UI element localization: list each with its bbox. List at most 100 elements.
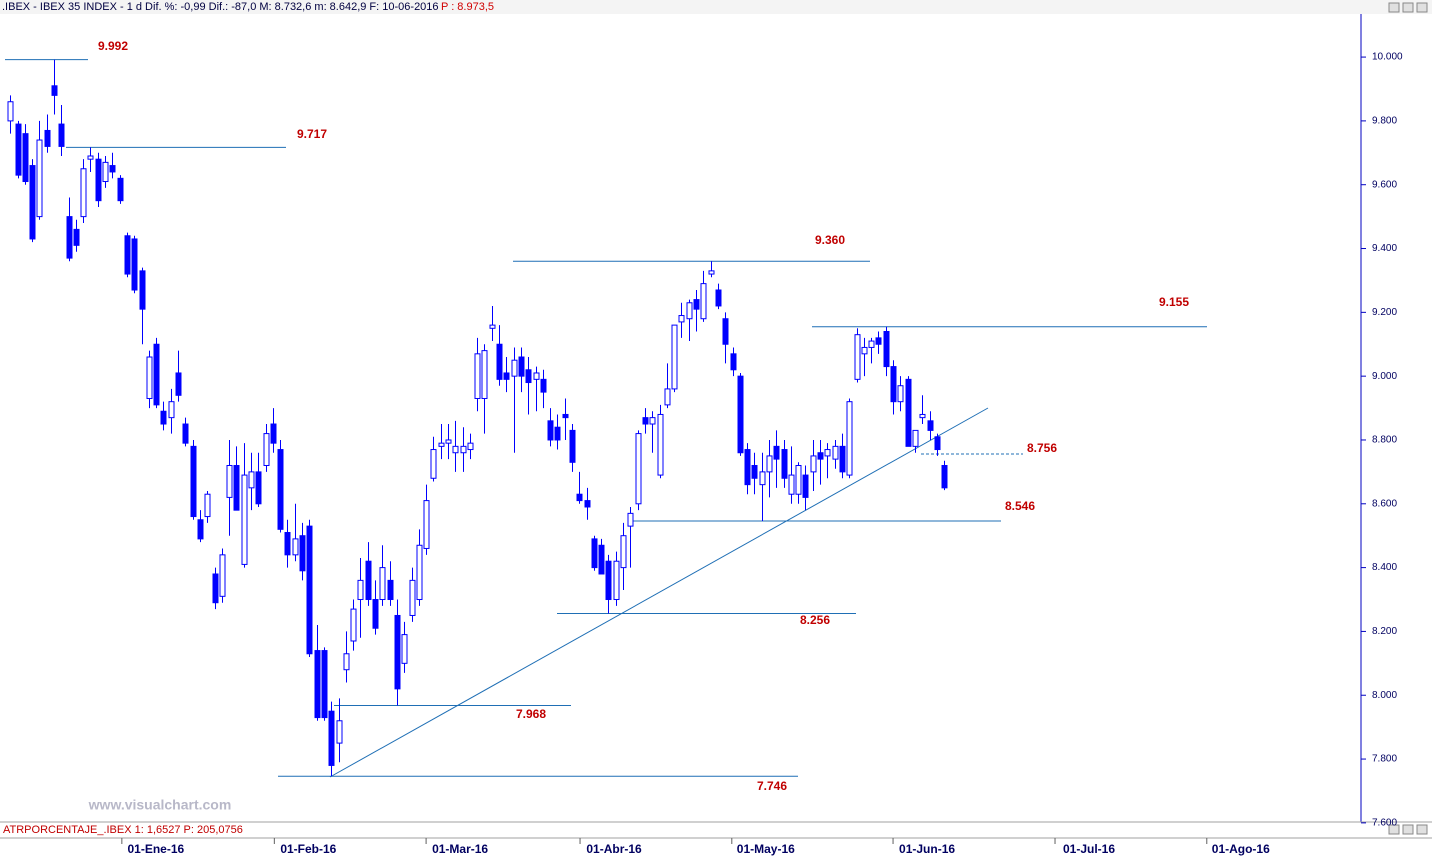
- header-price: P : 8.973,5: [441, 1, 494, 13]
- candle-body: [700, 283, 707, 320]
- candle-body: [649, 417, 656, 425]
- candle-body: [263, 433, 270, 467]
- candle-body: [875, 337, 882, 345]
- candle-body: [350, 608, 357, 642]
- candle-body: [678, 315, 685, 323]
- candle-body: [474, 353, 481, 399]
- candle-body: [182, 423, 189, 444]
- candle-body: [919, 413, 926, 419]
- candle-body: [737, 375, 744, 454]
- button-maximize[interactable]: [1402, 2, 1414, 13]
- x-tick-label: 01-Abr-16: [586, 842, 642, 856]
- candle-body: [496, 343, 503, 380]
- candle-body: [591, 538, 598, 569]
- candle-body: [409, 579, 416, 616]
- x-tick-label: 01-Jul-16: [1063, 842, 1115, 856]
- candle-body: [204, 493, 211, 518]
- candle-body: [460, 445, 467, 454]
- candle-body: [766, 455, 773, 473]
- candle-body: [642, 417, 649, 425]
- candle-body: [22, 133, 29, 183]
- y-tick-label: 9.400: [1372, 243, 1397, 254]
- candle-body: [481, 350, 488, 399]
- candle-body: [511, 359, 518, 377]
- candle-body: [576, 493, 583, 502]
- candle-body: [124, 235, 131, 275]
- candle-body: [102, 161, 109, 183]
- candle-body: [839, 445, 846, 473]
- candle-body: [503, 372, 510, 380]
- candle-body: [868, 340, 875, 348]
- candle-body: [613, 560, 620, 601]
- button-panel-max[interactable]: [1388, 824, 1400, 835]
- candle-body: [941, 465, 948, 489]
- candle-body: [569, 429, 576, 463]
- candle-body: [605, 560, 612, 601]
- candle-body: [233, 465, 240, 511]
- watermark: www.visualchart.com: [88, 797, 232, 813]
- y-tick-label: 9.800: [1372, 116, 1397, 127]
- candle-body: [29, 165, 36, 240]
- y-tick-label: 8.000: [1372, 690, 1397, 701]
- candle-body: [343, 653, 350, 671]
- y-tick-label: 7.600: [1372, 818, 1397, 829]
- candle-body: [730, 353, 737, 371]
- candle-body: [357, 579, 364, 601]
- candle-body: [160, 410, 167, 425]
- candle-body: [635, 433, 642, 505]
- candle-body: [467, 442, 474, 451]
- candle-body: [540, 378, 547, 393]
- candle-body: [153, 343, 160, 406]
- candle-body: [802, 474, 809, 498]
- candle-body: [934, 436, 941, 451]
- candle-body: [314, 650, 321, 719]
- candle-body: [657, 413, 664, 476]
- button-panel-close[interactable]: [1416, 824, 1428, 835]
- candle-body: [927, 420, 934, 431]
- candle-body: [912, 429, 919, 447]
- y-tick-label: 9.000: [1372, 371, 1397, 382]
- candle-body: [693, 299, 700, 310]
- y-tick-label: 8.800: [1372, 435, 1397, 446]
- candle-body: [905, 378, 912, 447]
- candle-body: [292, 538, 299, 556]
- window-buttons[interactable]: [1388, 2, 1428, 835]
- candle-body: [226, 465, 233, 498]
- candle-body: [117, 177, 124, 202]
- level-label: 9.155: [1159, 295, 1189, 309]
- candle-body: [430, 449, 437, 479]
- candle-body: [817, 452, 824, 460]
- level-label: 9.992: [98, 39, 128, 53]
- y-tick-label: 9.200: [1372, 307, 1397, 318]
- candle-body: [73, 228, 80, 246]
- candle-body: [854, 334, 861, 380]
- candle-body: [664, 388, 671, 406]
- level-label: 9.717: [297, 127, 327, 141]
- button-minimize[interactable]: [1388, 2, 1400, 13]
- y-tick-label: 8.200: [1372, 626, 1397, 637]
- candle-body: [795, 465, 802, 495]
- candle-body: [759, 471, 766, 486]
- y-tick-label: 9.600: [1372, 179, 1397, 190]
- button-close[interactable]: [1416, 2, 1428, 13]
- candle-body: [379, 567, 386, 601]
- title-bar: [0, 0, 1432, 14]
- level-label: 8.546: [1005, 499, 1035, 513]
- candle-body: [277, 449, 284, 530]
- y-tick-label: 8.400: [1372, 562, 1397, 573]
- candle-body: [781, 449, 788, 479]
- x-tick-label: 01-Mar-16: [432, 842, 488, 856]
- candle-body: [190, 445, 197, 518]
- candle-body: [890, 366, 897, 403]
- candle-body: [394, 614, 401, 690]
- candle-body: [66, 216, 73, 259]
- candle-body: [248, 471, 255, 489]
- candle-body: [883, 330, 890, 368]
- candle-body: [139, 270, 146, 310]
- button-panel-restore[interactable]: [1402, 824, 1414, 835]
- y-tick-label: 8.600: [1372, 498, 1397, 509]
- candle-body: [562, 413, 569, 419]
- candle-body: [554, 426, 561, 441]
- candle-body: [387, 579, 394, 601]
